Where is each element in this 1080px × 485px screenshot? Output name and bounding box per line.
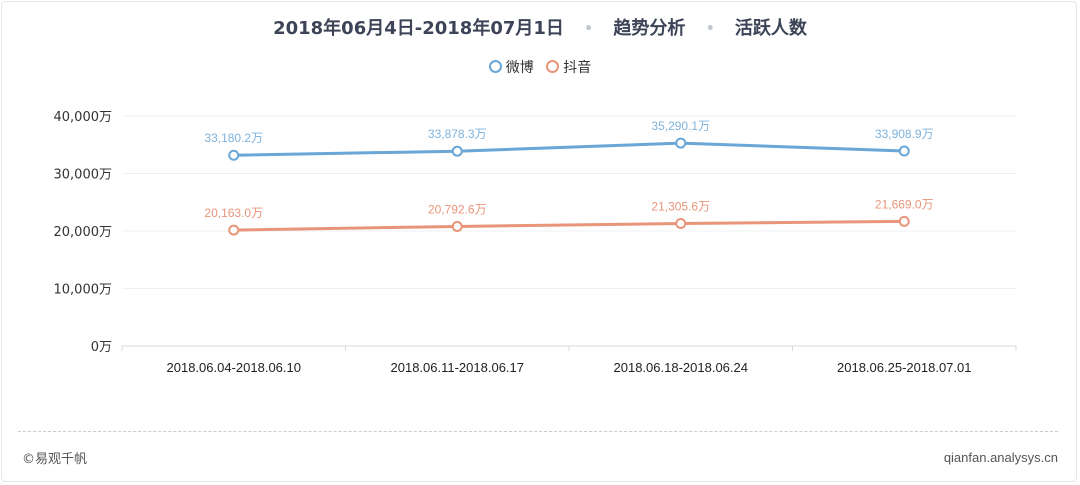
title-date-range: 2018年06月4日-2018年07月1日 <box>273 18 564 39</box>
data-point <box>898 215 910 227</box>
legend-label-douyin: 抖音 <box>563 60 592 76</box>
legend-marker-douyin <box>546 60 560 73</box>
data-point <box>451 145 463 157</box>
data-label: 33,180.2万 <box>204 131 263 145</box>
data-point <box>675 137 687 149</box>
data-point <box>451 220 463 232</box>
series-line <box>233 219 905 232</box>
x-tick-label: 2018.06.04-2018.06.10 <box>167 360 301 375</box>
data-point <box>675 217 687 229</box>
data-label: 21,305.6万 <box>651 199 710 213</box>
copyright-credit: ©易观千帆 <box>22 452 88 467</box>
y-tick-label: 30,000万 <box>54 168 113 183</box>
legend-marker-weibo <box>488 60 502 73</box>
x-tick-label: 2018.06.11-2018.06.17 <box>391 360 525 375</box>
chart-legend: 微博 抖音 <box>0 57 1080 77</box>
source-url: qianfan.analysys.cn <box>943 450 1058 465</box>
data-point <box>898 145 910 157</box>
title-separator-1: • <box>584 21 594 37</box>
series-line <box>233 141 905 157</box>
x-tick-label: 2018.06.25-2018.07.01 <box>837 360 971 375</box>
legend-item-weibo[interactable]: 微博 <box>488 57 534 77</box>
data-label: 35,290.1万 <box>651 119 710 133</box>
x-tick-label: 2018.06.18-2018.06.24 <box>614 360 748 375</box>
y-tick-label: 40,000万 <box>54 110 113 125</box>
y-tick-label: 20,000万 <box>54 225 113 240</box>
legend-item-douyin[interactable]: 抖音 <box>546 57 591 77</box>
data-label: 33,908.9万 <box>875 127 934 141</box>
footer-divider <box>18 431 1058 432</box>
title-section: 趋势分析 <box>613 18 686 39</box>
legend-label-weibo: 微博 <box>505 60 534 76</box>
chart-title: 2018年06月4日-2018年07月1日 • 趋势分析 • 活跃人数 <box>0 14 1080 40</box>
y-tick-label: 10,000万 <box>54 283 113 298</box>
data-label: 20,163.0万 <box>204 206 263 220</box>
data-label: 33,878.3万 <box>428 127 487 141</box>
data-label: 21,669.0万 <box>875 197 934 211</box>
data-label: 20,792.6万 <box>428 202 487 216</box>
data-point <box>228 224 240 236</box>
title-metric: 活跃人数 <box>734 18 807 39</box>
y-tick-label: 0万 <box>91 340 112 355</box>
data-point <box>228 149 240 161</box>
title-separator-2: • <box>705 21 715 37</box>
